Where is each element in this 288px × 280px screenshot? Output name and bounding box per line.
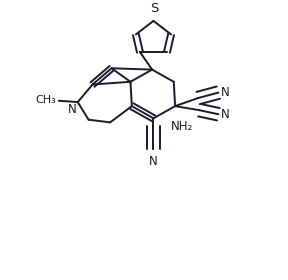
Text: CH₃: CH₃ [36,95,57,105]
Text: N: N [149,155,158,168]
Text: N: N [68,103,76,116]
Text: NH₂: NH₂ [171,120,193,133]
Text: S: S [150,2,159,15]
Text: N: N [221,86,229,99]
Text: N: N [221,108,229,121]
